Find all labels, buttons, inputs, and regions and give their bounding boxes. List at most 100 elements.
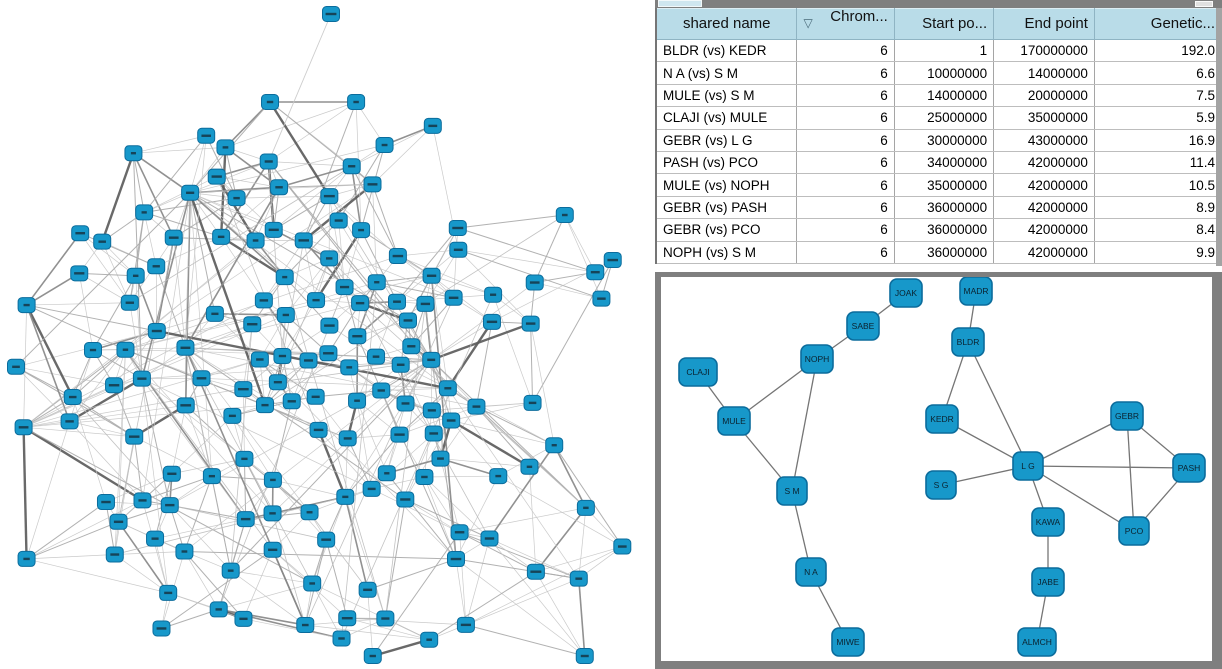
network-node[interactable] <box>603 252 622 269</box>
network-node[interactable] <box>342 158 361 175</box>
node-joak[interactable]: JOAK <box>889 278 923 308</box>
network-node[interactable] <box>340 359 359 376</box>
network-node[interactable] <box>282 393 301 410</box>
network-node[interactable] <box>223 407 242 424</box>
network-node[interactable] <box>234 381 253 398</box>
network-node[interactable] <box>322 6 340 22</box>
node-noph[interactable]: NOPH <box>800 344 834 374</box>
network-node[interactable] <box>520 458 539 475</box>
network-node[interactable] <box>234 610 253 627</box>
network-node[interactable] <box>329 212 348 229</box>
network-node[interactable] <box>438 380 457 397</box>
network-node[interactable] <box>250 351 269 368</box>
node-n-a[interactable]: N A <box>795 557 827 587</box>
network-node[interactable] <box>147 323 166 340</box>
filter-icon[interactable]: ▽ <box>803 16 813 30</box>
network-node[interactable] <box>613 538 632 555</box>
network-node[interactable] <box>160 497 179 514</box>
node-madr[interactable]: MADR <box>959 276 993 306</box>
network-node[interactable] <box>448 220 467 237</box>
node-shape[interactable] <box>1172 453 1206 483</box>
network-node[interactable] <box>212 228 231 245</box>
node-mule[interactable]: MULE <box>717 406 751 436</box>
network-node[interactable] <box>396 491 415 508</box>
network-node[interactable] <box>396 395 415 412</box>
node-shape[interactable] <box>831 627 865 657</box>
overview-network-canvas[interactable] <box>0 0 652 669</box>
network-node[interactable] <box>275 269 294 286</box>
network-node[interactable] <box>124 145 143 162</box>
network-node[interactable] <box>263 471 282 488</box>
network-node[interactable] <box>447 551 466 568</box>
network-node[interactable] <box>523 394 542 411</box>
network-node[interactable] <box>525 274 544 291</box>
network-node[interactable] <box>175 543 194 560</box>
node-s-g[interactable]: S G <box>925 470 957 500</box>
node-miwe[interactable]: MIWE <box>831 627 865 657</box>
network-node[interactable] <box>521 315 540 332</box>
node-shape[interactable] <box>951 327 985 357</box>
network-node[interactable] <box>17 297 36 314</box>
network-node[interactable] <box>71 225 90 242</box>
node-jabe[interactable]: JABE <box>1031 567 1065 597</box>
network-node[interactable] <box>576 499 595 516</box>
node-shape[interactable] <box>925 470 957 500</box>
network-node[interactable] <box>259 153 278 170</box>
network-node[interactable] <box>402 338 421 355</box>
network-node[interactable] <box>63 389 82 406</box>
network-node[interactable] <box>363 648 382 664</box>
network-node[interactable] <box>482 313 501 330</box>
network-node[interactable] <box>176 397 195 414</box>
network-node[interactable] <box>420 631 439 648</box>
network-node[interactable] <box>375 137 394 154</box>
network-node[interactable] <box>390 426 409 443</box>
network-node[interactable] <box>377 465 396 482</box>
network-node[interactable] <box>181 184 200 201</box>
network-node[interactable] <box>120 294 139 311</box>
network-node[interactable] <box>125 428 144 445</box>
network-node[interactable] <box>126 267 145 284</box>
network-node[interactable] <box>202 468 221 485</box>
node-l-g[interactable]: L G <box>1012 451 1044 481</box>
network-node[interactable] <box>263 541 282 558</box>
network-node[interactable] <box>192 370 211 387</box>
network-node[interactable] <box>254 292 273 309</box>
network-node[interactable] <box>351 295 370 312</box>
network-node[interactable] <box>388 248 407 265</box>
network-node[interactable] <box>444 289 463 306</box>
network-node[interactable] <box>423 117 442 134</box>
network-node[interactable] <box>320 188 339 205</box>
network-node[interactable] <box>586 264 605 281</box>
network-node[interactable] <box>146 530 165 547</box>
network-node[interactable] <box>352 222 371 239</box>
network-node[interactable] <box>147 258 166 275</box>
node-shape[interactable] <box>1031 567 1065 597</box>
node-shape[interactable] <box>795 557 827 587</box>
node-shape[interactable] <box>1012 451 1044 481</box>
network-node[interactable] <box>273 348 292 365</box>
network-node[interactable] <box>416 295 435 312</box>
column-header-end-point[interactable]: End point <box>993 8 1095 40</box>
network-node[interactable] <box>294 232 313 249</box>
table-row[interactable]: NOPH (vs) S M 6 36000000 42000000 9.9 <box>656 241 1222 264</box>
network-node[interactable] <box>489 468 508 485</box>
node-shape[interactable] <box>678 357 718 387</box>
network-node[interactable] <box>263 505 282 522</box>
node-shape[interactable] <box>776 476 808 506</box>
network-node[interactable] <box>176 339 195 356</box>
network-node[interactable] <box>255 397 274 414</box>
network-node[interactable] <box>320 250 339 267</box>
tab-fragment[interactable] <box>658 0 702 7</box>
network-node[interactable] <box>484 286 503 303</box>
network-node[interactable] <box>296 617 315 634</box>
network-node[interactable] <box>398 312 417 329</box>
network-node[interactable] <box>96 494 115 511</box>
network-node[interactable] <box>235 450 254 467</box>
network-node[interactable] <box>335 279 354 296</box>
node-s-m[interactable]: S M <box>776 476 808 506</box>
node-shape[interactable] <box>925 404 959 434</box>
network-node[interactable] <box>14 419 33 436</box>
network-node[interactable] <box>424 425 443 442</box>
node-shape[interactable] <box>959 276 993 306</box>
node-almch[interactable]: ALMCH <box>1017 627 1057 657</box>
